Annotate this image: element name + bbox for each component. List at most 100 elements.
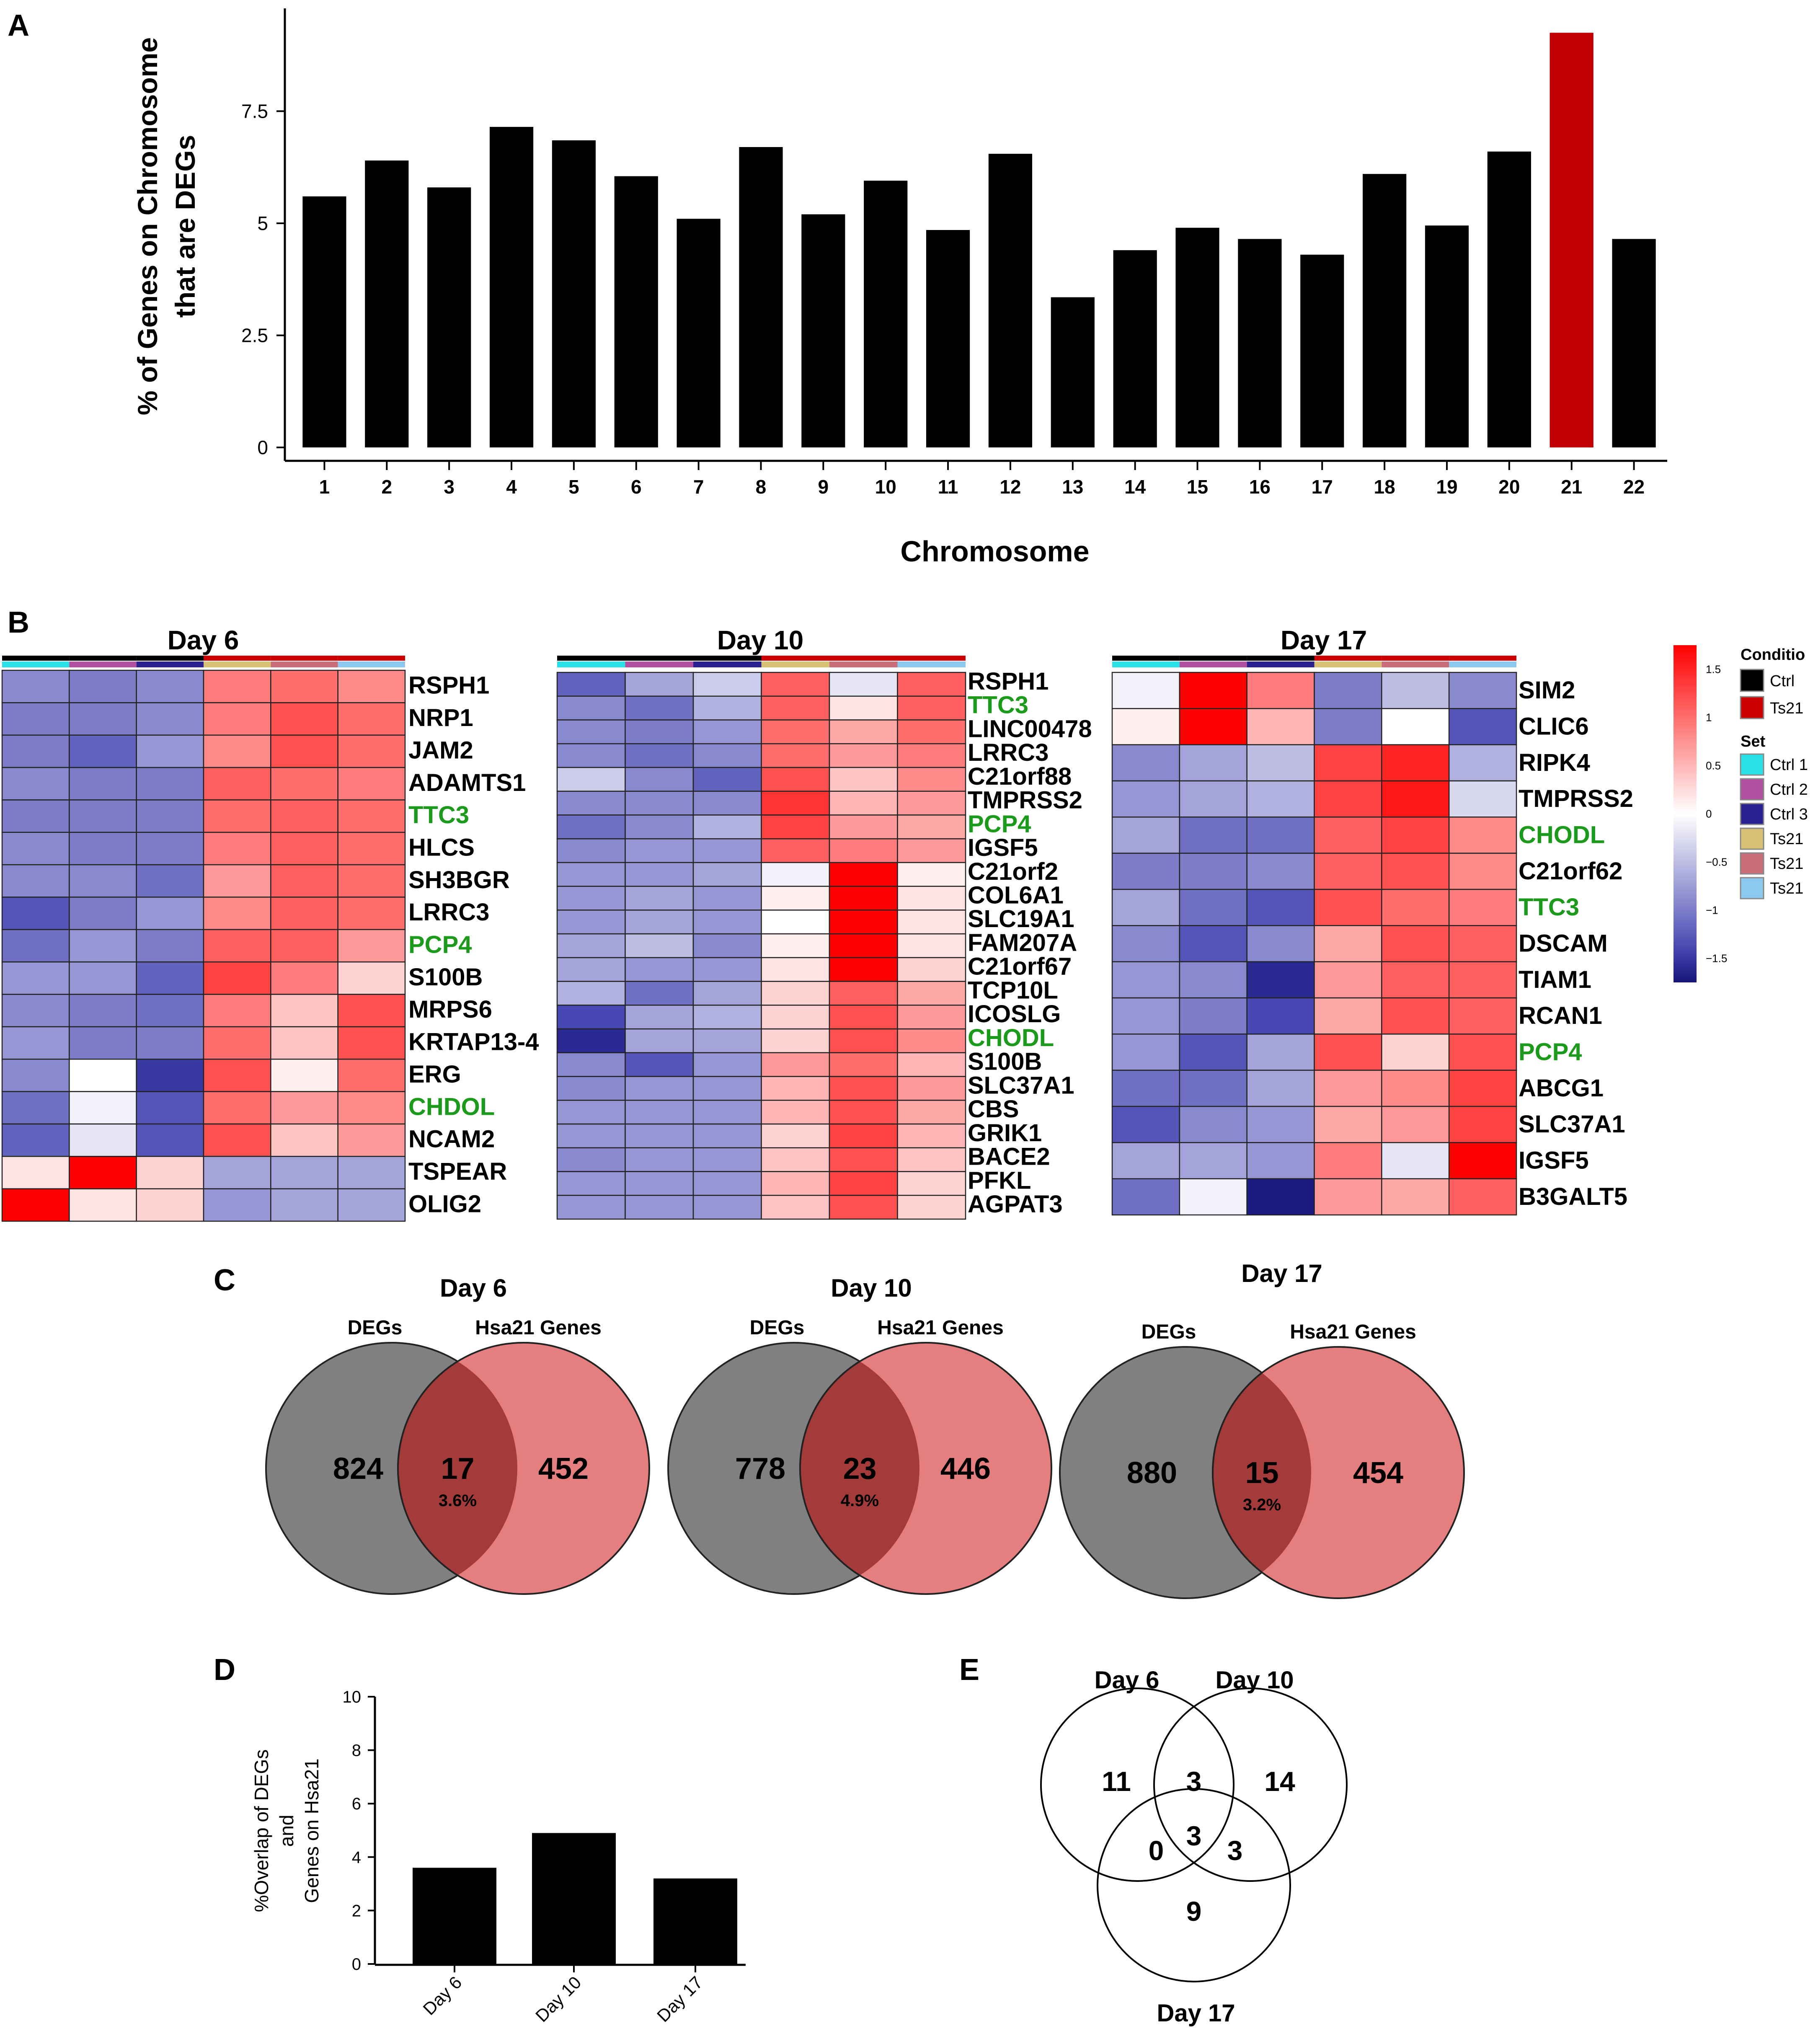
d-xtick-label: Day 10 bbox=[532, 1972, 585, 2026]
gene-label: RSPH1 bbox=[968, 668, 1049, 695]
a-bar-chr-2 bbox=[365, 160, 409, 447]
heatmap-cell bbox=[1, 799, 70, 833]
a-xtick-label: 10 bbox=[875, 476, 896, 498]
heatmap-cell bbox=[1, 929, 70, 963]
gene-label: RSPH1 bbox=[408, 672, 489, 699]
condition-bar-cell bbox=[1449, 656, 1516, 661]
venn-hsa21-label: Hsa21 Genes bbox=[475, 1317, 602, 1339]
heatmap-cell bbox=[270, 961, 338, 995]
heatmap-cell bbox=[556, 957, 626, 982]
heatmap-cell bbox=[556, 886, 626, 911]
gene-label: LRRC3 bbox=[968, 739, 1049, 766]
heatmap-cell bbox=[1381, 997, 1450, 1035]
heatmap-cell bbox=[1448, 1178, 1517, 1216]
condition-legend-swatch bbox=[1740, 669, 1764, 692]
venn-day-17: Day 17 DEGs Hsa21 Genes 880 15 3.2% 454 bbox=[1059, 1259, 1465, 1599]
heatmap-cell bbox=[69, 1026, 137, 1060]
a-xtick-label: 13 bbox=[1062, 476, 1083, 498]
heatmap-cell bbox=[556, 1171, 626, 1196]
heatmap-cell bbox=[625, 1123, 694, 1149]
heatmap-cell bbox=[136, 897, 204, 930]
a-ytick-label: 0 bbox=[257, 437, 268, 458]
heatmap-cell bbox=[692, 933, 762, 959]
heatmap-cell bbox=[761, 1147, 830, 1172]
heatmap-cell bbox=[1381, 780, 1450, 818]
heatmap-cell bbox=[625, 1171, 694, 1196]
set-bar-cell bbox=[1314, 662, 1382, 667]
a-bar-chr-19 bbox=[1425, 225, 1469, 447]
heatmap-cell bbox=[829, 886, 898, 911]
condition-bar-cell bbox=[2, 656, 70, 661]
a-bar-chr-14 bbox=[1113, 250, 1157, 447]
heatmap-cell bbox=[897, 719, 966, 744]
heatmap-cell bbox=[69, 799, 137, 833]
panel-label-d: D bbox=[214, 1653, 235, 1687]
condition-bar-cell bbox=[271, 656, 338, 661]
gene-label: HLCS bbox=[408, 834, 475, 861]
venn3-region-day17-only: 9 bbox=[1186, 1896, 1202, 1927]
d-ytick-label: 8 bbox=[352, 1742, 361, 1760]
heatmap-cell bbox=[337, 832, 406, 866]
gene-label: OLIG2 bbox=[408, 1190, 481, 1217]
heatmap-cell bbox=[337, 1123, 406, 1157]
a-bar-chr-20 bbox=[1487, 151, 1531, 448]
heatmap-cell bbox=[1, 1026, 70, 1060]
heatmap-cell bbox=[625, 862, 694, 887]
gene-label: C21orf62 bbox=[1519, 858, 1622, 885]
heatmap-cell bbox=[69, 961, 137, 995]
heatmap-cell bbox=[1448, 1142, 1517, 1179]
set-legend-label: Ctrl 3 bbox=[1770, 806, 1808, 823]
a-bar-chr-21 bbox=[1550, 33, 1593, 447]
heatmap-cell bbox=[897, 743, 966, 768]
venn-overlap-region bbox=[799, 1343, 919, 1594]
heatmap-cell bbox=[1314, 780, 1382, 818]
a-bar-chr-11 bbox=[926, 230, 970, 447]
heatmap-cell bbox=[625, 814, 694, 840]
a-y-axis-label-line2: that are DEGs bbox=[170, 135, 201, 318]
set-bar-cell bbox=[271, 662, 338, 667]
heatmap-cell bbox=[692, 1005, 762, 1030]
a-ytick-label: 2.5 bbox=[241, 324, 268, 346]
heatmap-cell bbox=[1111, 1034, 1180, 1071]
heatmap-day-6: Day 6 RSPH1 NRP1 JAM2 ADAMTS1 TTC3 HLCS SH3BGR L… bbox=[1, 625, 539, 1222]
heatmap-cell bbox=[1246, 889, 1315, 926]
venn-overlap-percent: 3.2% bbox=[1243, 1496, 1281, 1514]
heatmap-cell bbox=[692, 1147, 762, 1172]
venn-degs-label: DEGs bbox=[750, 1317, 805, 1339]
a-bar-chr-15 bbox=[1175, 227, 1219, 447]
heatmap-cell bbox=[203, 1091, 271, 1125]
heatmap-cell bbox=[692, 910, 762, 935]
gene-label: PCP4 bbox=[968, 810, 1031, 837]
heatmap-cell bbox=[1111, 853, 1180, 890]
gene-label: ABCG1 bbox=[1519, 1075, 1604, 1102]
heatmap-cell bbox=[897, 1005, 966, 1030]
heatmap-cell bbox=[69, 767, 137, 801]
heatmap-cell bbox=[897, 1052, 966, 1077]
set-bar-cell bbox=[557, 662, 625, 667]
a-bar-chr-7 bbox=[677, 219, 721, 447]
gene-label: IGSF5 bbox=[968, 834, 1038, 861]
heatmap-cell bbox=[625, 838, 694, 863]
heatmap-cell bbox=[136, 734, 204, 768]
heatmap-cell bbox=[761, 1123, 830, 1149]
heatmap-cell bbox=[556, 1052, 626, 1077]
heatmap-cell bbox=[897, 791, 966, 816]
condition-legend-title: Conditio bbox=[1741, 646, 1805, 664]
heatmap-cell bbox=[761, 1171, 830, 1196]
a-bar-chr-3 bbox=[427, 187, 471, 447]
heatmap-cell bbox=[761, 791, 830, 816]
heatmap-cell bbox=[1, 994, 70, 1028]
heatmap-cell bbox=[897, 1076, 966, 1101]
heatmap-cell bbox=[829, 814, 898, 840]
heatmap-cell bbox=[556, 814, 626, 840]
heatmap-cell bbox=[556, 791, 626, 816]
gene-label: S100B bbox=[968, 1048, 1042, 1075]
set-legend-swatch bbox=[1740, 877, 1764, 899]
heatmap-cell bbox=[829, 695, 898, 721]
heatmap-cell bbox=[1, 702, 70, 736]
venn-day-6: Day 6 DEGs Hsa21 Genes 824 17 3.6% 452 bbox=[265, 1274, 650, 1595]
heatmap-cell bbox=[1111, 744, 1180, 782]
heatmap-cell bbox=[897, 1171, 966, 1196]
heatmap-cell bbox=[1, 1156, 70, 1189]
heatmap-cell bbox=[897, 957, 966, 982]
